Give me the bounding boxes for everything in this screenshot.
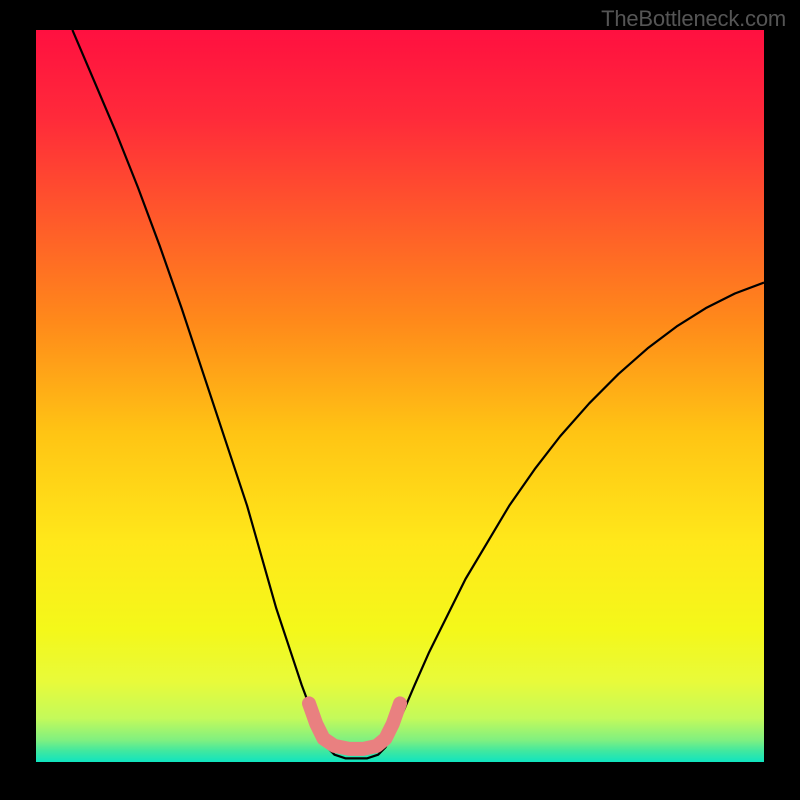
bottleneck-chart [36, 30, 764, 762]
watermark-text: TheBottleneck.com [601, 6, 786, 32]
gradient-background [36, 30, 764, 762]
chart-frame: TheBottleneck.com [0, 0, 800, 800]
